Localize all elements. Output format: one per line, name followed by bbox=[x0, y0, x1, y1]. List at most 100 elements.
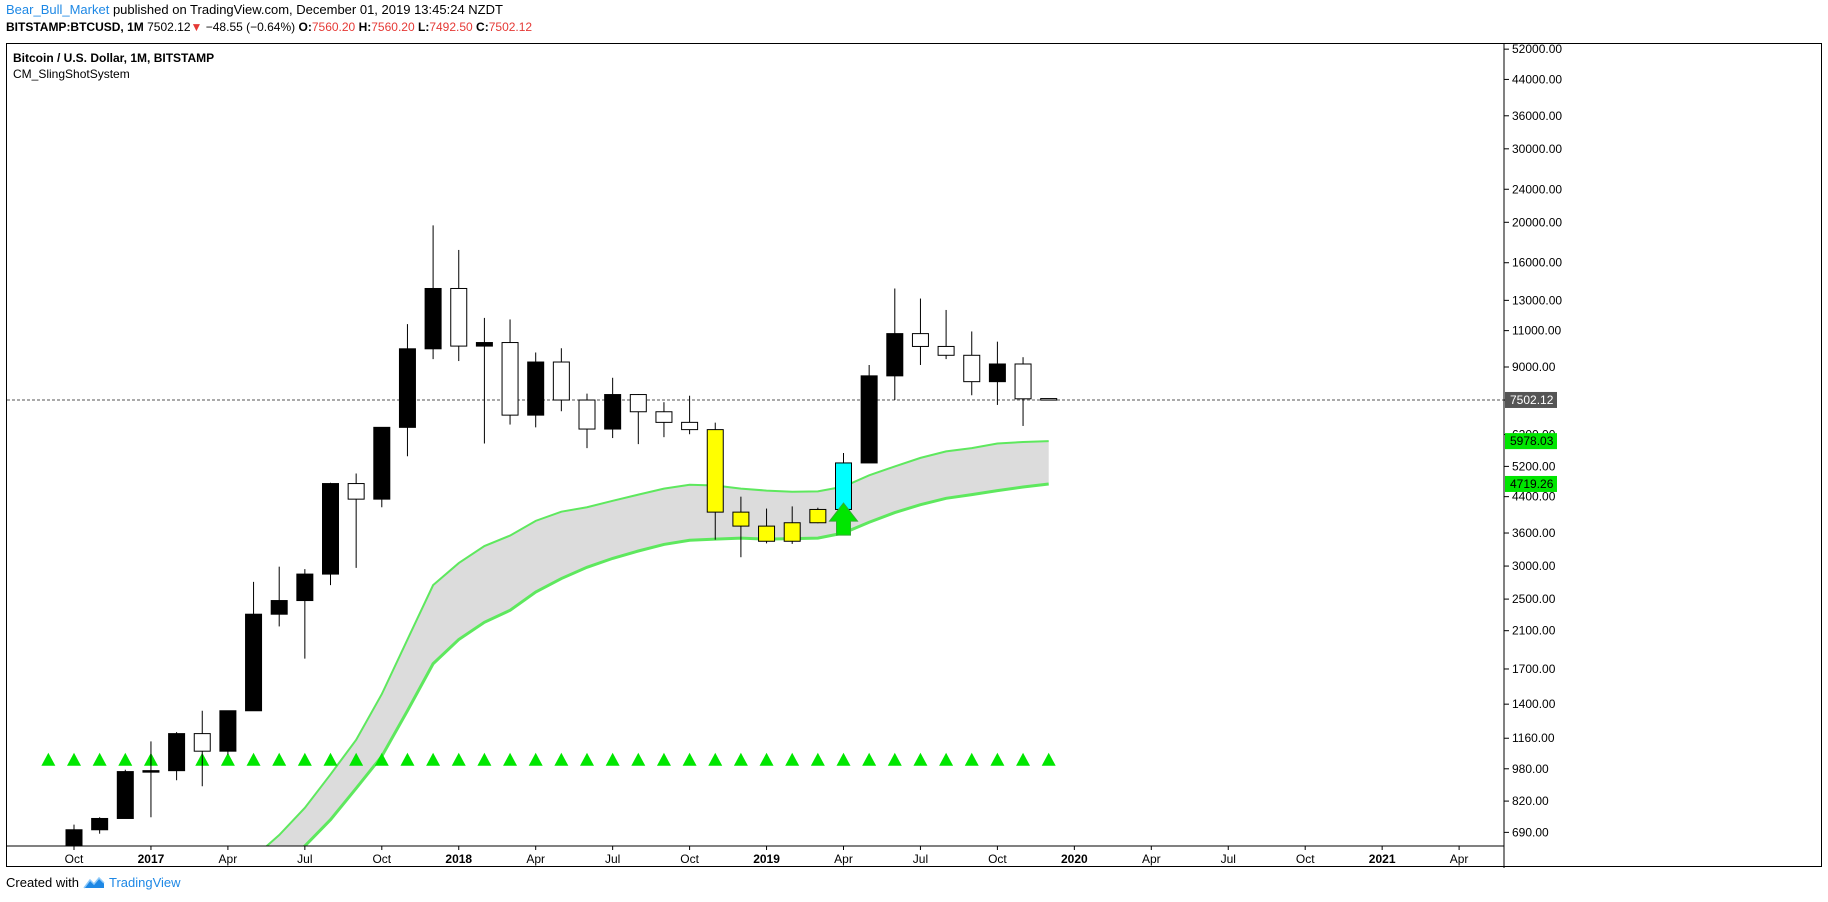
candle bbox=[373, 426, 391, 508]
band-upper-price-label-bg bbox=[1505, 433, 1557, 450]
candle bbox=[322, 482, 339, 586]
time-tick-label: Oct bbox=[680, 852, 699, 866]
price-tick-label: 3000.00 bbox=[1512, 559, 1556, 573]
plot-area bbox=[7, 225, 1504, 868]
candle-body bbox=[886, 333, 904, 377]
time-tick-label: 2020 bbox=[1061, 852, 1088, 866]
price-tick-label: 52000.00 bbox=[1512, 44, 1562, 56]
candle bbox=[1014, 357, 1032, 426]
candle bbox=[783, 506, 801, 544]
candle-body bbox=[193, 733, 211, 752]
time-tick-label: Apr bbox=[1450, 852, 1469, 866]
triangle-up-marker bbox=[1041, 752, 1056, 766]
tradingview-logo-icon bbox=[83, 876, 105, 888]
candle bbox=[450, 249, 468, 362]
candlestick-chart[interactable]: Bitcoin / U.S. Dollar, 1M, BITSTAMP CM_Sl… bbox=[7, 44, 1823, 868]
triangle-up-marker bbox=[1016, 752, 1031, 766]
triangle-up-marker bbox=[272, 752, 287, 766]
candle-body bbox=[501, 342, 519, 416]
time-tick-label: Jul bbox=[1221, 852, 1236, 866]
candle-body bbox=[475, 342, 493, 347]
triangle-up-marker bbox=[297, 752, 312, 766]
triangle-up-marker bbox=[656, 752, 671, 766]
candle-body bbox=[911, 333, 929, 347]
candle bbox=[988, 341, 1006, 405]
candle bbox=[168, 732, 186, 781]
author-link[interactable]: Bear_Bull_Market bbox=[6, 2, 110, 17]
candle-body bbox=[450, 287, 468, 347]
price-tick-label: 24000.00 bbox=[1512, 182, 1562, 196]
candle bbox=[886, 288, 904, 401]
time-tick-label: 2018 bbox=[445, 852, 472, 866]
candle-body bbox=[65, 829, 83, 846]
band-lower-line bbox=[302, 482, 1049, 846]
price-tick-label: 1700.00 bbox=[1512, 662, 1556, 676]
price-tick-label: 3600.00 bbox=[1512, 526, 1556, 540]
chart-frame: Bitcoin / U.S. Dollar, 1M, BITSTAMP CM_Sl… bbox=[6, 43, 1823, 868]
candle-body bbox=[706, 429, 724, 513]
triangle-up-marker bbox=[990, 752, 1005, 766]
candle-body bbox=[629, 394, 647, 413]
time-tick-label: Apr bbox=[219, 852, 238, 866]
price-tick-label: 44000.00 bbox=[1512, 72, 1562, 86]
triangle-up-marker bbox=[631, 752, 646, 766]
last-value: 7502.12 bbox=[147, 20, 191, 34]
candle-body bbox=[578, 399, 596, 430]
triangle-up-marker bbox=[862, 752, 877, 766]
close-label: C: bbox=[476, 20, 489, 34]
time-tick-label: Jul bbox=[605, 852, 620, 866]
candle-body bbox=[552, 361, 570, 401]
time-tick-label: 2021 bbox=[1369, 852, 1396, 866]
low-value: 7492.50 bbox=[429, 20, 473, 34]
candle bbox=[578, 393, 596, 449]
triangle-up-marker bbox=[374, 752, 389, 766]
down-arrow-icon: ▼ bbox=[190, 20, 203, 34]
candle bbox=[860, 364, 878, 464]
symbol-label: BITSTAMP:BTCUSD, 1M bbox=[6, 20, 144, 34]
tradingview-link[interactable]: TradingView bbox=[108, 875, 181, 890]
band-lower-price-label: 4719.26 bbox=[1510, 477, 1554, 491]
time-tick-label: Apr bbox=[834, 852, 853, 866]
price-tick-label: 690.00 bbox=[1512, 825, 1549, 839]
candle-body bbox=[116, 771, 134, 819]
time-tick-label: Jul bbox=[913, 852, 928, 866]
low-label: L: bbox=[417, 20, 430, 34]
candle bbox=[270, 566, 288, 627]
candle bbox=[424, 225, 442, 360]
candle-body bbox=[347, 483, 365, 500]
time-tick-label: Oct bbox=[988, 852, 1007, 866]
triangle-up-marker bbox=[426, 752, 441, 766]
candle bbox=[40, 855, 56, 868]
candle bbox=[245, 581, 263, 712]
candle bbox=[604, 377, 622, 439]
candle-body bbox=[681, 421, 699, 431]
created-with-label: Created with bbox=[6, 875, 79, 890]
time-tick-label: Oct bbox=[1296, 852, 1315, 866]
candle bbox=[91, 817, 109, 834]
candle-body bbox=[142, 770, 160, 773]
triangle-up-marker bbox=[682, 752, 697, 766]
candle-body bbox=[604, 394, 622, 430]
signal-arrow-up-icon bbox=[828, 502, 859, 536]
published-text: published on TradingView.com, December 0… bbox=[112, 2, 503, 17]
candle-body bbox=[322, 483, 339, 575]
candle-body bbox=[373, 426, 391, 500]
triangle-up-marker bbox=[939, 752, 954, 766]
footer: Created with TradingView bbox=[6, 875, 181, 890]
candle-body bbox=[758, 525, 776, 542]
candle bbox=[732, 496, 750, 558]
candle-body bbox=[1014, 363, 1032, 400]
price-tick-label: 9000.00 bbox=[1512, 360, 1556, 374]
price-tick-label: 11000.00 bbox=[1512, 324, 1561, 338]
candle bbox=[501, 319, 519, 425]
band-upper-price-label: 5978.03 bbox=[1510, 434, 1554, 448]
price-tick-label: 980.00 bbox=[1512, 762, 1549, 776]
candle bbox=[398, 324, 416, 457]
band-upper-line bbox=[265, 440, 1049, 846]
triangle-up-marker bbox=[41, 752, 56, 766]
triangle-up-marker bbox=[836, 752, 851, 766]
candle-body bbox=[245, 613, 263, 712]
candle-body bbox=[937, 345, 955, 356]
candle bbox=[527, 352, 545, 428]
triangle-up-marker bbox=[580, 752, 594, 766]
